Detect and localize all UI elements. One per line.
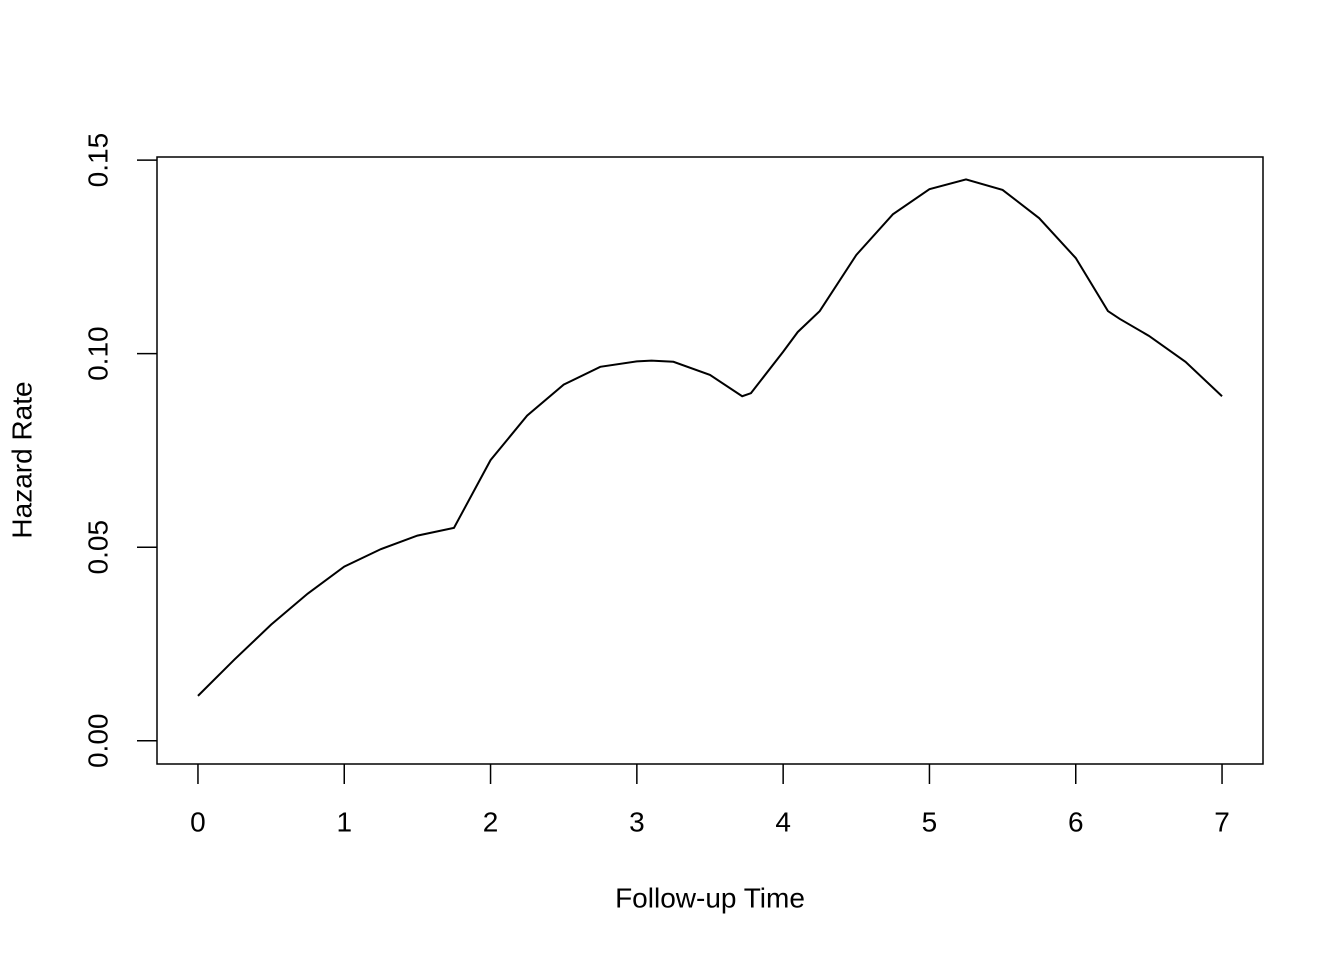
x-tick-label: 7 <box>1214 806 1230 837</box>
x-tick-label: 5 <box>922 806 938 837</box>
x-tick-label: 4 <box>775 806 791 837</box>
y-tick-label: 0.15 <box>82 133 113 188</box>
hazard-line <box>197 178 1223 697</box>
y-tick-label: 0.05 <box>82 520 113 575</box>
x-tick-label: 1 <box>336 806 352 837</box>
x-tick-label: 6 <box>1068 806 1084 837</box>
x-tick-label: 2 <box>483 806 499 837</box>
y-axis-label: Hazard Rate <box>6 381 37 538</box>
plot-box <box>156 156 1264 765</box>
x-tick-label: 0 <box>190 806 206 837</box>
x-axis-label: Follow-up Time <box>615 882 805 913</box>
y-tick-label: 0.00 <box>82 714 113 769</box>
x-tick-label: 3 <box>629 806 645 837</box>
y-tick-label: 0.10 <box>82 326 113 381</box>
